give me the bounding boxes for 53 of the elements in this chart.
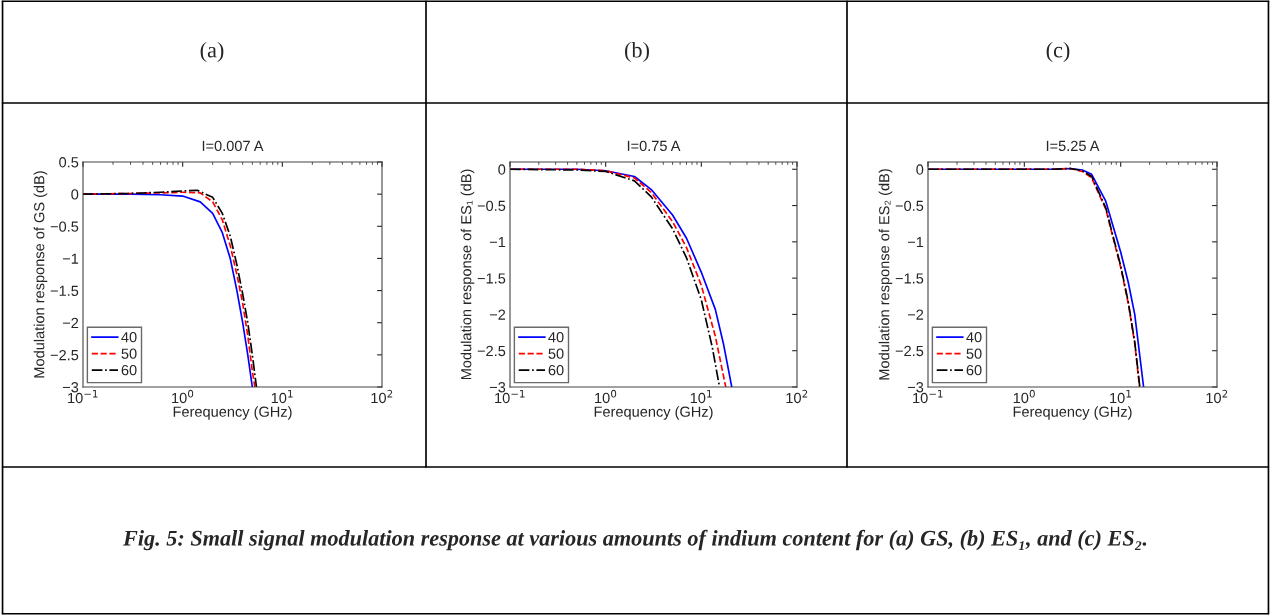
chart-title: I=0.75 A: [627, 140, 681, 152]
text: (c): [1046, 41, 1070, 63]
x-axis-title: Ferequency (GHz): [1013, 406, 1132, 420]
y-tick-label: −2: [489, 309, 506, 320]
y-tick-label: −1: [489, 237, 506, 248]
text: (b): [625, 41, 649, 63]
y-tick-label: −2.5: [477, 345, 506, 357]
x-tick-label: 10$^{2}$: [371, 389, 393, 404]
legend-label: 40: [966, 332, 982, 343]
legend-label: 50: [121, 348, 137, 359]
legend-label: 50: [548, 348, 564, 359]
x-tick-label: 10$^{0}$: [595, 389, 617, 404]
y-tick-label: −2: [907, 309, 924, 320]
chart-title: I=5.25 A: [1046, 140, 1100, 152]
y-tick-label: −1.5: [477, 273, 506, 284]
y-axis-title: Modulation response of GS (dB): [33, 171, 48, 378]
y-tick-label: 0.5: [59, 157, 79, 168]
legend-label: 60: [121, 365, 137, 376]
legend-label: 40: [548, 332, 564, 343]
y-tick-label: −1: [62, 253, 79, 264]
y-tick-label: −3: [62, 382, 79, 393]
y-tick-label: −1.5: [895, 273, 924, 284]
legend-label: 60: [548, 365, 564, 376]
legend-label: 60: [966, 365, 982, 376]
y-tick-label: −3: [907, 382, 924, 393]
y-tick-label: −0.5: [477, 200, 506, 211]
y-axis-title: Modulation response of ES₂ (dB): [878, 169, 893, 380]
y-tick-label: −0.5: [895, 200, 924, 211]
x-tick-label: 10$^{0}$: [172, 389, 194, 404]
x-axis-title: Ferequency (GHz): [594, 406, 713, 420]
y-tick-label: 0: [916, 164, 924, 175]
x-tick-label: 10$^{2}$: [786, 389, 808, 404]
y-tick-label: −2: [62, 317, 79, 328]
y-tick-label: −2.5: [895, 345, 924, 357]
y-tick-label: −0.5: [50, 221, 79, 232]
x-tick-label: 10$^{1}$: [271, 390, 293, 404]
y-tick-label: −3: [489, 382, 506, 393]
caption: Fig. 5: Small signal modulation response at various amounts of indium content for (a) GS, (b) ES₁, and (c) ES₂.: [123, 529, 1147, 551]
legend-label: 50: [966, 348, 982, 359]
y-tick-label: −2.5: [50, 349, 79, 361]
x-tick-label: 10$^{2}$: [1206, 389, 1228, 404]
y-tick-label: −1.5: [50, 285, 79, 296]
y-tick-label: −1: [907, 237, 924, 248]
y-axis-title: Modulation response of ES₁ (dB): [460, 169, 475, 380]
y-tick-label: 0: [71, 189, 79, 200]
legend-label: 40: [121, 332, 137, 343]
chart-title: I=0.007 A: [202, 140, 264, 152]
y-tick-label: 0: [498, 164, 506, 175]
text: (a): [200, 41, 224, 63]
x-tick-label: 10$^{1}$: [690, 390, 712, 404]
x-tick-label: 10$^{0}$: [1013, 389, 1035, 404]
x-axis-title: Ferequency (GHz): [173, 406, 292, 420]
x-tick-label: 10$^{1}$: [1110, 390, 1131, 404]
